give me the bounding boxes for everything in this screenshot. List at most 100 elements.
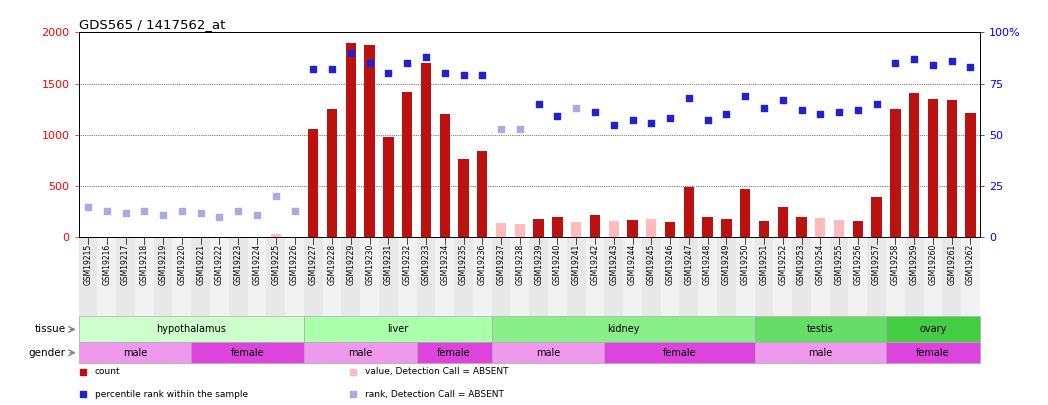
- Bar: [384, 137, 394, 237]
- Bar: [435, 237, 454, 316]
- Point: [324, 66, 341, 72]
- Bar: [679, 237, 698, 316]
- Bar: [228, 237, 247, 316]
- Text: male: male: [123, 348, 147, 358]
- Point: [887, 60, 903, 66]
- Bar: [173, 237, 192, 316]
- Text: male: male: [808, 348, 832, 358]
- Text: GSM19246: GSM19246: [665, 243, 675, 285]
- Text: GSM19228: GSM19228: [328, 243, 336, 285]
- Point: [117, 209, 134, 216]
- Bar: [886, 237, 904, 316]
- Point: [211, 213, 227, 220]
- Point: [774, 97, 791, 103]
- Bar: [868, 237, 886, 316]
- Bar: [927, 99, 938, 237]
- Text: GSM19227: GSM19227: [309, 243, 318, 285]
- Bar: [417, 237, 435, 316]
- Bar: [496, 223, 506, 237]
- Bar: [421, 63, 431, 237]
- Text: value, Detection Call = ABSENT: value, Detection Call = ABSENT: [365, 367, 508, 376]
- Bar: [923, 237, 942, 316]
- Point: [174, 207, 191, 214]
- Point: [812, 111, 829, 117]
- Point: [642, 119, 659, 126]
- Point: [530, 101, 547, 107]
- Bar: [342, 237, 361, 316]
- Bar: [721, 219, 732, 237]
- Text: GSM19225: GSM19225: [271, 243, 280, 285]
- Point: [562, 96, 578, 102]
- Bar: [815, 218, 826, 237]
- Bar: [961, 237, 980, 316]
- Text: male: male: [536, 348, 560, 358]
- Bar: [586, 237, 605, 316]
- Text: GSM19231: GSM19231: [384, 243, 393, 285]
- Bar: [740, 189, 750, 237]
- Point: [305, 66, 322, 72]
- Text: GSM19249: GSM19249: [722, 243, 730, 285]
- Bar: [904, 237, 923, 316]
- Text: GSM19234: GSM19234: [440, 243, 450, 285]
- Text: GSM19220: GSM19220: [177, 243, 187, 285]
- Point: [155, 211, 172, 218]
- Text: GSM19248: GSM19248: [703, 243, 713, 285]
- Text: female: female: [231, 348, 264, 358]
- Text: GSM19243: GSM19243: [609, 243, 618, 285]
- Bar: [191, 237, 210, 316]
- Point: [192, 209, 209, 216]
- Bar: [605, 237, 624, 316]
- Bar: [664, 222, 675, 237]
- Bar: [571, 222, 582, 237]
- Bar: [660, 237, 679, 316]
- Bar: [492, 343, 605, 363]
- Bar: [759, 221, 769, 237]
- Bar: [379, 237, 398, 316]
- Text: GSM19222: GSM19222: [215, 243, 224, 285]
- Point: [511, 126, 528, 132]
- Bar: [755, 343, 886, 363]
- Point: [230, 207, 246, 214]
- Bar: [567, 237, 586, 316]
- Text: GSM19244: GSM19244: [628, 243, 637, 285]
- Text: GSM19232: GSM19232: [402, 243, 412, 285]
- Bar: [886, 316, 980, 343]
- Bar: [886, 343, 980, 363]
- Point: [362, 60, 378, 66]
- Text: female: female: [916, 348, 949, 358]
- Bar: [477, 151, 487, 237]
- Text: GSM19221: GSM19221: [196, 243, 205, 285]
- Point: [493, 126, 509, 132]
- Text: count: count: [94, 367, 121, 376]
- Bar: [736, 237, 755, 316]
- Bar: [191, 343, 304, 363]
- Text: GSM19250: GSM19250: [741, 243, 749, 285]
- Text: GSM19261: GSM19261: [947, 243, 956, 285]
- Text: GSM19240: GSM19240: [553, 243, 562, 285]
- Bar: [154, 237, 173, 316]
- Point: [399, 60, 416, 66]
- Text: GSM19236: GSM19236: [478, 243, 487, 285]
- Bar: [492, 316, 755, 343]
- Bar: [79, 316, 304, 343]
- Text: GSM19242: GSM19242: [590, 243, 599, 285]
- Text: GSM19217: GSM19217: [121, 243, 130, 285]
- Text: testis: testis: [807, 324, 833, 335]
- Bar: [872, 197, 881, 237]
- Text: GSM19219: GSM19219: [158, 243, 168, 285]
- Bar: [811, 237, 830, 316]
- Bar: [529, 237, 548, 316]
- Text: female: female: [437, 348, 471, 358]
- Text: liver: liver: [387, 324, 409, 335]
- Point: [474, 72, 490, 79]
- Bar: [590, 215, 601, 237]
- Bar: [515, 224, 525, 237]
- Bar: [210, 237, 228, 316]
- Point: [587, 109, 604, 115]
- Bar: [454, 237, 473, 316]
- Text: GSM19257: GSM19257: [872, 243, 881, 285]
- Bar: [308, 129, 319, 237]
- Text: female: female: [662, 348, 696, 358]
- Text: GSM19238: GSM19238: [516, 243, 524, 285]
- Point: [680, 95, 697, 101]
